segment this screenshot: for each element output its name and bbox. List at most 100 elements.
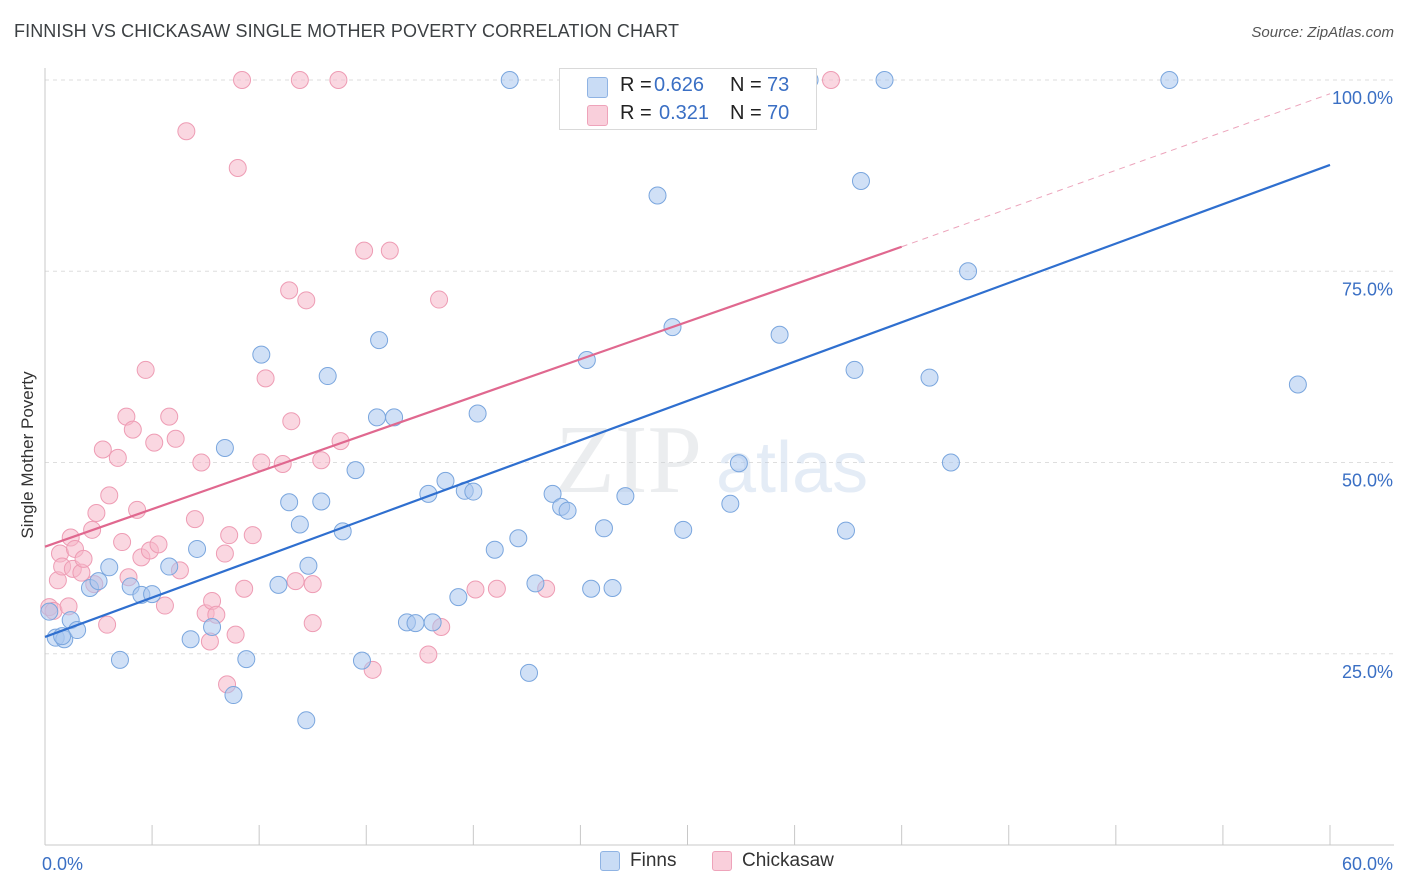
chickasaw-point [355,241,374,260]
x-tick-label: 60.0% [1342,854,1393,874]
chickasaw-point [280,281,299,300]
stats-r-value: 0.321 [659,102,710,124]
finns-point [500,71,519,89]
finns-point [224,686,243,705]
finns-point [370,331,389,350]
source-link[interactable]: ZipAtlas.com [1307,24,1394,41]
finns-point [1160,71,1179,89]
chickasaw-point [312,451,331,470]
chickasaw-trend-extension [901,93,1331,248]
y-tick-label: 75.0% [1342,279,1393,299]
finns-point [89,572,108,591]
chickasaw-point [419,645,438,664]
stats-r-value: 0.626 [654,74,705,96]
stats-row-finns: R = 0.626 N = 73 [560,71,818,101]
chickasaw-point [303,575,322,594]
finns-point [509,529,528,548]
finns-point [406,614,425,633]
watermark: ZIP atlas [555,406,868,514]
axes [44,68,1394,846]
chickasaw-point [136,360,155,379]
chickasaw-point [220,526,239,545]
chickasaw-point [128,500,147,519]
stats-n-label: N = [730,102,762,124]
grid-lines [45,79,1394,655]
finns-point [1288,375,1307,394]
chickasaw-point [98,615,117,634]
finns-point [836,521,855,540]
finns-point [603,578,622,597]
chickasaw-point [226,625,245,644]
legend-item-chickasaw[interactable]: Chickasaw [712,850,834,872]
chickasaw-point [155,596,174,615]
finns-point [297,711,316,730]
finns-point [449,588,468,607]
tick-labels: 25.0% 50.0% 75.0% 100.0% 0.0% 60.0% [42,88,1393,874]
chickasaw-point [235,579,254,598]
finns-point [543,484,562,503]
finns-point [851,171,870,190]
trend-lines [44,93,1331,638]
chickasaw-point [185,510,204,529]
stats-row-chickasaw: R = 0.321 N = 70 [560,99,818,129]
chickasaw-point [303,614,322,633]
stats-r-label: R = [620,102,652,124]
chickasaw-point [108,448,127,467]
finns-points [40,71,1307,730]
finns-point [464,482,483,501]
finns-point [385,408,404,427]
finns-point [558,501,577,520]
chickasaw-point [160,407,179,426]
stats-n-value: 73 [767,74,790,96]
stats-n-label: N = [730,74,762,96]
y-tick-label: 25.0% [1342,662,1393,682]
finns-point [290,515,309,534]
finns-point [485,540,504,559]
chickasaw-point [113,533,132,552]
finns-point [280,493,299,512]
chickasaw-point [100,486,119,505]
legend-label-chickasaw: Chickasaw [742,850,834,871]
chickasaw-point [192,453,211,472]
finns-point [252,345,271,364]
chickasaw-point [282,412,301,431]
chickasaw-point [145,433,164,452]
finns-point [875,71,894,89]
finns-point [959,262,978,281]
chickasaw-point [93,440,112,459]
stats-r-label: R = [620,74,652,96]
finns-point [648,186,667,205]
finns-point [188,539,207,558]
legend-swatch-chickasaw [712,851,732,871]
chart-title: FINNISH VS CHICKASAW SINGLE MOTHER POVER… [14,21,680,41]
finns-point [674,520,693,539]
legend-item-finns[interactable]: Finns [600,850,676,872]
finns-point [110,650,129,669]
chickasaw-point [256,369,275,388]
chickasaw-point [297,291,316,310]
chickasaw-point [286,572,305,591]
source-credit: Source: ZipAtlas.com [1251,24,1394,41]
y-axis-label: Single Mother Poverty [18,371,37,539]
chickasaw-point [74,549,93,568]
chickasaw-point [380,241,399,260]
bottom-legend: Finns Chickasaw [0,850,1406,880]
chickasaw-point [149,535,168,554]
chickasaw-point [821,71,840,89]
finns-point [845,360,864,379]
finns-point [770,325,789,344]
finns-point [367,408,386,427]
chickasaw-point [430,290,449,309]
stats-swatch-chickasaw [587,105,608,126]
chickasaw-point [228,158,247,177]
finns-point [594,519,613,538]
chickasaw-point [177,122,196,141]
chickasaw-point [215,544,234,563]
finns-point [215,438,234,457]
finns-point [920,368,939,387]
finns-point [346,461,365,480]
finns-point [616,487,635,506]
finns-point [721,494,740,513]
stats-n-value: 70 [767,102,790,124]
